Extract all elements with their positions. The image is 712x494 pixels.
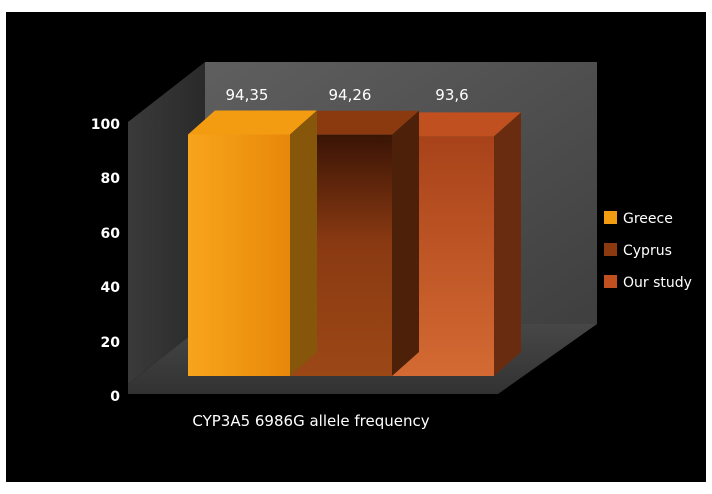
y-tick-label: 100 [91, 117, 120, 133]
data-label-our-study: 93,6 [435, 86, 468, 104]
chart-frame: 0 20 40 60 80 100 94,35 94,26 93,6 CYP3A… [6, 12, 706, 482]
bar-greece [188, 134, 290, 376]
legend-label-greece: Greece [623, 211, 673, 227]
y-tick-label: 20 [101, 335, 121, 351]
data-label-cyprus: 94,26 [329, 86, 372, 104]
y-axis: 0 20 40 60 80 100 [91, 117, 120, 405]
bar-side-greece [290, 110, 317, 377]
y-tick-label: 40 [101, 280, 121, 296]
data-label-greece: 94,35 [226, 86, 269, 104]
x-category-label: CYP3A5 6986G allele frequency [192, 412, 429, 430]
bar-side-our-study [494, 112, 521, 376]
legend-swatch-our-study [604, 275, 617, 288]
legend-label-cyprus: Cyprus [623, 243, 672, 259]
bar-top-cyprus [290, 110, 419, 135]
legend-label-our-study: Our study [623, 275, 692, 291]
side-wall [128, 62, 205, 384]
legend-swatch-cyprus [604, 243, 617, 256]
legend-swatch-greece [604, 211, 617, 224]
y-tick-label: 0 [110, 389, 120, 405]
bar-top-our-study [392, 112, 521, 137]
y-tick-label: 60 [101, 226, 121, 242]
bars-group [188, 110, 521, 377]
y-tick-label: 80 [101, 171, 121, 187]
legend: Greece Cyprus Our study [604, 211, 692, 291]
bar-side-cyprus [392, 110, 419, 376]
chart-svg: 0 20 40 60 80 100 94,35 94,26 93,6 CYP3A… [91, 62, 692, 430]
bar-top-greece [188, 110, 317, 135]
